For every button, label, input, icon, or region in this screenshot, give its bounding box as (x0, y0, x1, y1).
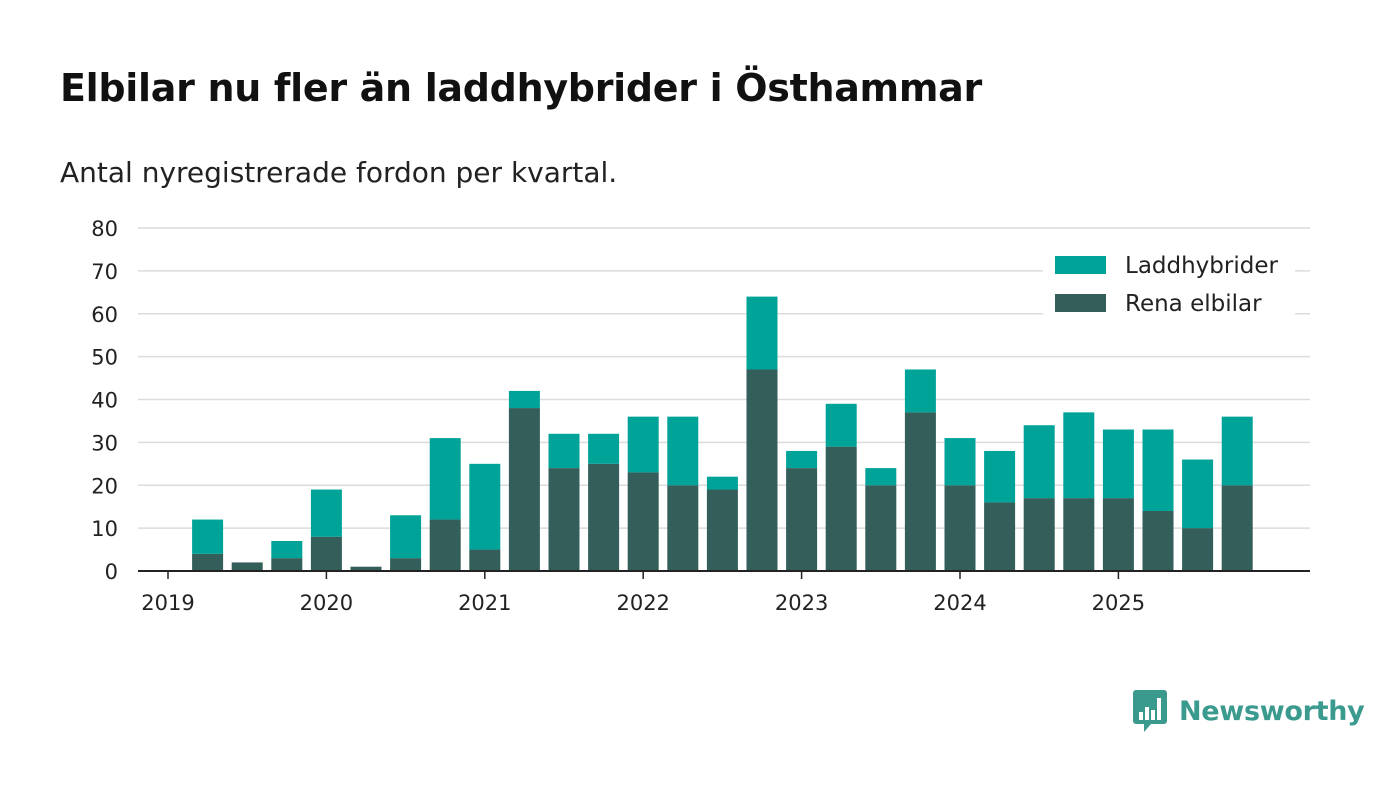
bar-rena-elbilar (429, 519, 461, 571)
bar-laddhybrider (1102, 429, 1134, 499)
bar-laddhybrider (746, 296, 778, 370)
bar-rena-elbilar (1182, 528, 1214, 571)
bar-laddhybrider (1023, 425, 1055, 499)
x-tick-label: 2021 (458, 591, 511, 615)
y-tick-label: 50 (91, 346, 118, 370)
x-tick-label: 2022 (616, 591, 669, 615)
bar-rena-elbilar (548, 468, 580, 571)
legend-swatch (1055, 294, 1106, 312)
bar-rena-elbilar (865, 485, 897, 571)
legend-swatch (1055, 256, 1106, 274)
bar-laddhybrider (706, 476, 738, 490)
bar-laddhybrider (508, 390, 540, 409)
bar-laddhybrider (904, 369, 936, 413)
bar-laddhybrider (1142, 429, 1174, 511)
bar-laddhybrider (548, 433, 580, 469)
bar-rena-elbilar (192, 553, 224, 571)
bar-laddhybrider (786, 450, 818, 469)
bar-rena-elbilar (1142, 510, 1174, 571)
bar-rena-elbilar (390, 558, 422, 571)
x-tick-label: 2025 (1092, 591, 1145, 615)
bar-rena-elbilar (706, 489, 738, 571)
bar-rena-elbilar (1102, 498, 1134, 571)
legend-label: Laddhybrider (1125, 253, 1278, 279)
y-tick-label: 30 (91, 431, 118, 455)
bar-laddhybrider (627, 416, 659, 473)
bar-laddhybrider (390, 515, 422, 559)
x-tick-label: 2019 (141, 591, 194, 615)
bar-laddhybrider (192, 519, 224, 554)
bar-laddhybrider (469, 463, 501, 550)
bar-rena-elbilar (1221, 485, 1253, 571)
bar-laddhybrider (667, 416, 699, 486)
brand-logo: Newsworthy (1133, 690, 1365, 732)
bar-rena-elbilar (746, 369, 778, 571)
bar-laddhybrider (944, 438, 976, 486)
chart-title: Elbilar nu fler än laddhybrider i Östham… (60, 66, 982, 110)
bar-rena-elbilar (588, 463, 620, 571)
bar-rena-elbilar (1023, 498, 1055, 571)
bar-laddhybrider (865, 468, 897, 486)
bar-laddhybrider (271, 540, 303, 559)
bar-rena-elbilar (825, 446, 857, 571)
y-tick-label: 60 (91, 303, 118, 327)
legend-label: Rena elbilar (1125, 291, 1262, 317)
bar-rena-elbilar (786, 468, 818, 571)
x-tick-label: 2024 (933, 591, 986, 615)
newsworthy-logo-icon (1133, 690, 1167, 732)
y-tick-label: 70 (91, 260, 118, 284)
bar-rena-elbilar (667, 485, 699, 571)
bar-laddhybrider (310, 489, 342, 537)
bar-laddhybrider (429, 438, 461, 520)
bar-laddhybrider (1221, 416, 1253, 486)
bar-rena-elbilar (904, 412, 936, 571)
bar-rena-elbilar (1063, 498, 1095, 571)
bar-rena-elbilar (469, 549, 501, 571)
chart-subtitle: Antal nyregistrerade fordon per kvartal. (60, 156, 618, 189)
bar-laddhybrider (825, 403, 857, 447)
bar-rena-elbilar (310, 536, 342, 571)
x-tick-label: 2020 (300, 591, 353, 615)
bar-laddhybrider (1182, 459, 1214, 529)
bar-laddhybrider (984, 450, 1016, 503)
bar-laddhybrider (1063, 412, 1095, 499)
y-tick-label: 0 (105, 560, 118, 584)
bar-rena-elbilar (508, 408, 540, 571)
bar-rena-elbilar (627, 472, 659, 571)
brand-name: Newsworthy (1179, 695, 1365, 727)
bar-rena-elbilar (350, 566, 382, 571)
y-tick-label: 80 (91, 217, 118, 241)
bar-rena-elbilar (984, 502, 1016, 571)
bar-laddhybrider (588, 433, 620, 464)
bar-rena-elbilar (271, 558, 303, 571)
x-tick-label: 2023 (775, 591, 828, 615)
y-tick-label: 20 (91, 474, 118, 498)
bar-rena-elbilar (231, 562, 263, 571)
y-tick-label: 10 (91, 517, 118, 541)
y-tick-label: 40 (91, 389, 118, 413)
bar-rena-elbilar (944, 485, 976, 571)
